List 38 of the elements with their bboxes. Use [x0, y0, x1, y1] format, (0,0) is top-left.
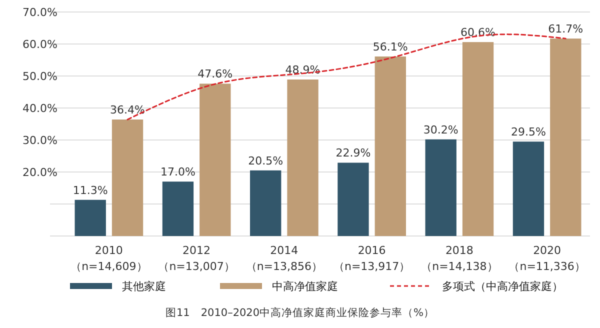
text: 图11 2010–2020中高净值家庭商业保险参与率（%） — [165, 306, 435, 319]
x-tick-label: 2010 （n=14,609） — [70, 244, 148, 273]
x-tick-label: 2018 （n=14,138） — [421, 244, 498, 273]
y-tick-label: 20.0% — [22, 166, 58, 179]
x-tick-label: 2012 （n=13,007） — [158, 244, 235, 273]
bar — [425, 139, 456, 236]
bar — [74, 200, 106, 236]
bar — [250, 170, 282, 236]
bar — [162, 182, 194, 236]
y-tick-label: 70.0% — [22, 6, 58, 19]
y-tick-label: 50.0% — [22, 70, 58, 83]
bar — [112, 120, 144, 236]
data-label: 17.0% — [160, 166, 196, 179]
y-tick-label: 30.0% — [22, 134, 58, 147]
data-label: 36.4% — [110, 104, 145, 117]
x-tick-label: 2016 （n=13,917） — [333, 244, 410, 273]
bar — [462, 42, 494, 236]
data-label: 30.2% — [423, 123, 458, 136]
data-label: 61.7% — [548, 22, 584, 36]
y-tick-label: 40.0% — [22, 102, 58, 115]
data-label: 29.5% — [511, 126, 546, 139]
bar — [338, 162, 369, 236]
x-tick-label: 2020 （n=11,336） — [508, 244, 586, 273]
bar — [550, 38, 582, 236]
legend-label: 中高净值家庭 — [272, 280, 338, 293]
data-label: 22.9% — [336, 146, 371, 160]
y-tick-label: 60.0% — [22, 38, 58, 51]
data-label: 20.5% — [248, 154, 284, 168]
legend-label: 多项式（中高净值家庭） — [442, 280, 563, 293]
data-label: 11.3% — [72, 184, 108, 197]
bar — [374, 56, 406, 236]
bar — [200, 84, 231, 236]
data-label: 56.1% — [372, 40, 408, 54]
bar — [287, 80, 318, 236]
bar — [512, 142, 544, 236]
legend-label: 其他家庭 — [122, 280, 166, 293]
data-label: 47.6% — [198, 68, 233, 81]
x-tick-label: 2014 （n=13,856） — [246, 244, 323, 273]
